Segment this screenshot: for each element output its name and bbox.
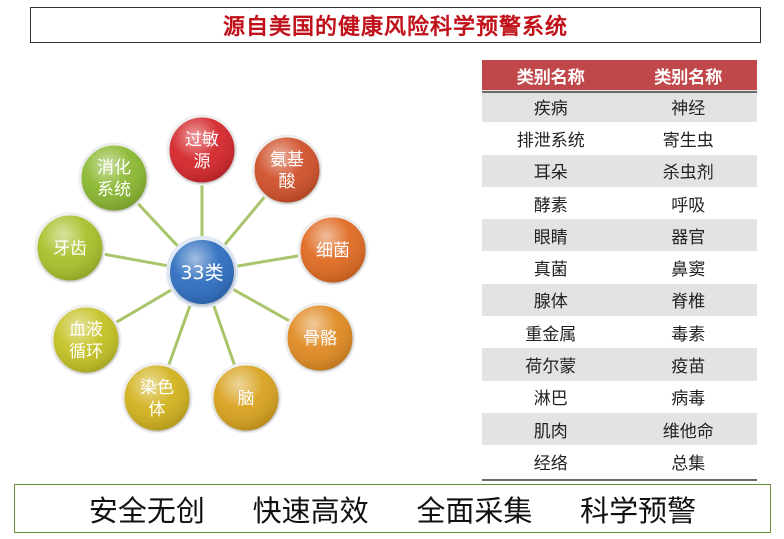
table-cell-left: 重金属 [482, 316, 620, 349]
table-cell-right: 总集 [619, 445, 757, 478]
table-cell-left: 排泄系统 [482, 122, 620, 155]
node-label: 骨骼 [303, 329, 337, 349]
table-row: 真菌 鼻窦 [482, 251, 757, 284]
table-row: 淋巴 病毒 [482, 380, 757, 413]
table-row: 疾病 神经 [482, 90, 757, 123]
node-gloss [52, 306, 120, 374]
node-label: 源 [194, 152, 211, 172]
node-gloss [212, 364, 280, 432]
table-row: 眼睛 器官 [482, 219, 757, 252]
node-gloss [253, 136, 321, 204]
spoke-line [222, 195, 267, 247]
spoke-line [211, 303, 237, 367]
category-node: 牙齿 [34, 212, 106, 284]
table-cell-left: 耳朵 [482, 154, 620, 187]
table-cell-left: 疾病 [482, 90, 620, 123]
node-label: 脑 [238, 389, 255, 409]
slogan-2: 快速高效 [252, 493, 369, 528]
table-row: 经络 总集 [482, 445, 757, 478]
category-table: 类别名称 类别名称 疾病 神经 排泄系统 寄生虫 耳朵 杀虫剂 酵素 呼吸 眼睛 器官 真菌 鼻窦 腺体… [482, 60, 757, 478]
category-node: 过敏源 [166, 114, 238, 186]
node-label: 血液 [69, 320, 103, 340]
category-node: 骨骼 [284, 302, 356, 374]
category-node: 氨基酸 [251, 134, 323, 206]
spoke-lines [103, 184, 300, 367]
spoke-line [235, 254, 300, 268]
node-label: 体 [149, 400, 166, 420]
node-label: 系统 [97, 180, 131, 200]
spoke-line [167, 303, 192, 367]
center-label: 33类 [180, 262, 223, 284]
slogan-1: 安全无创 [88, 493, 205, 528]
node-label: 染色 [140, 378, 174, 398]
category-node: 脑 [210, 362, 282, 434]
table-cell-right: 鼻窦 [619, 251, 757, 284]
node-label: 酸 [279, 172, 296, 192]
node-gloss [299, 216, 367, 284]
slogan-3: 全面采集 [416, 493, 533, 528]
table-row: 腺体 脊椎 [482, 283, 757, 317]
table-cell-left: 荷尔蒙 [482, 348, 620, 381]
table-cell-left: 真菌 [482, 251, 620, 284]
table-bottom-rule [482, 479, 757, 481]
table-row: 重金属 毒素 [482, 316, 757, 349]
category-node: 细菌 [297, 214, 369, 286]
spoke-line [136, 201, 180, 249]
header-divider [482, 91, 757, 93]
table-cell-left: 淋巴 [482, 380, 620, 413]
node-gloss [36, 214, 104, 282]
table-cell-right: 脊椎 [619, 283, 757, 317]
spoke-line [103, 252, 169, 268]
table-cell-right: 器官 [619, 219, 757, 252]
table-cell-right: 毒素 [619, 316, 757, 349]
node-gloss [80, 144, 148, 212]
spoke-line [230, 287, 292, 323]
table-cell-left: 经络 [482, 445, 620, 478]
node-gloss [123, 364, 191, 432]
table-cell-right: 维他命 [619, 412, 757, 446]
slogan-bar: 安全无创 快速高效 全面采集 科学预警 [14, 484, 771, 533]
table-cell-right: 病毒 [619, 380, 757, 413]
node-label: 氨基 [270, 150, 304, 170]
table-cell-left: 肌肉 [482, 412, 620, 446]
node-label: 过敏 [185, 130, 219, 150]
title-box: 源自美国的健康风险科学预警系统 [30, 7, 761, 43]
table-row: 排泄系统 寄生虫 [482, 122, 757, 155]
table-cell-left: 眼睛 [482, 219, 620, 252]
category-node: 染色体 [121, 362, 193, 434]
table-cell-left: 酵素 [482, 186, 620, 220]
center-node: 33类 [166, 236, 238, 308]
node-label: 牙齿 [53, 239, 87, 259]
table-cell-right: 杀虫剂 [619, 154, 757, 187]
table-cell-right: 呼吸 [619, 186, 757, 220]
spoke-line [114, 287, 174, 325]
table-cell-right: 疫苗 [619, 348, 757, 381]
table-row: 酵素 呼吸 [482, 186, 757, 220]
node-gloss [286, 304, 354, 372]
table-header-left: 类别名称 [482, 60, 620, 90]
node-label: 循环 [69, 342, 103, 362]
table-cell-right: 神经 [619, 90, 757, 123]
node-label: 细菌 [316, 241, 350, 261]
table-cell-right: 寄生虫 [619, 122, 757, 155]
node-gloss [168, 116, 236, 184]
table-cell-left: 腺体 [482, 283, 620, 317]
node-label: 消化 [97, 158, 131, 178]
table-row: 耳朵 杀虫剂 [482, 154, 757, 187]
table-row: 肌肉 维他命 [482, 412, 757, 446]
page-title: 源自美国的健康风险科学预警系统 [222, 15, 568, 40]
table-row: 荷尔蒙 疫苗 [482, 348, 757, 381]
table-header-right: 类别名称 [619, 60, 757, 90]
slogan-4: 科学预警 [580, 493, 697, 528]
